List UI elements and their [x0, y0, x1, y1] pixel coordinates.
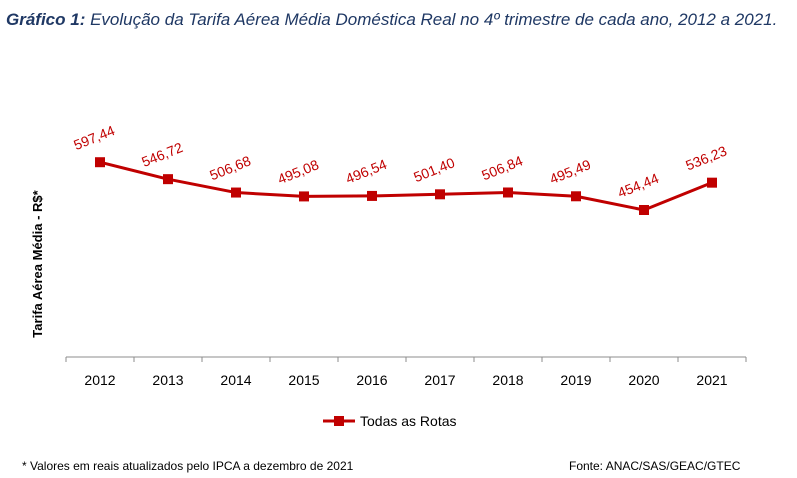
data-label: 506,84	[479, 152, 525, 183]
data-label: 495,49	[547, 156, 593, 187]
data-point	[435, 189, 445, 200]
data-label: 454,44	[615, 170, 661, 201]
data-point	[95, 157, 105, 168]
x-tick-label: 2016	[356, 372, 387, 388]
data-label: 496,54	[343, 156, 389, 187]
source-note: Fonte: ANAC/SAS/GEAC/GTEC	[569, 459, 741, 473]
data-point	[707, 177, 717, 188]
data-point	[571, 191, 581, 202]
x-tick-labels: 2012 2013 2014 2015 2016 2017 2018 2019 2020 2021	[84, 372, 727, 388]
x-tick-label: 2020	[628, 372, 659, 388]
x-tick-label: 2012	[84, 372, 115, 388]
data-label: 501,40	[411, 154, 457, 185]
x-tick-label: 2018	[492, 372, 523, 388]
legend-marker	[334, 416, 344, 426]
x-tick-label: 2019	[560, 372, 591, 388]
chart-caption: Gráfico 1: Evolução da Tarifa Aérea Médi…	[6, 8, 792, 31]
x-tick-label: 2017	[424, 372, 455, 388]
caption-label: Gráfico 1:	[6, 10, 86, 29]
data-label: 506,68	[207, 152, 253, 183]
x-tick-label: 2013	[152, 372, 183, 388]
plot-area: 597,44 546,72 506,68 495,08 496,54 501,40 506,…	[71, 122, 729, 215]
data-label: 597,44	[71, 122, 117, 153]
x-tick-label: 2014	[220, 372, 251, 388]
caption-text: Evolução da Tarifa Aérea Média Doméstica…	[85, 10, 778, 29]
data-point	[367, 190, 377, 201]
x-tick-label: 2021	[696, 372, 727, 388]
data-point	[231, 187, 241, 198]
x-tick-label: 2015	[288, 372, 319, 388]
footnote: * Valores em reais atualizados pelo IPCA…	[22, 459, 354, 473]
data-point	[639, 205, 649, 215]
data-label: 495,08	[275, 156, 321, 187]
data-label: 546,72	[139, 139, 185, 170]
data-point	[299, 191, 309, 202]
y-axis-label: Tarifa Aérea Média - R$*	[30, 189, 45, 337]
data-point	[163, 174, 173, 185]
x-axis	[65, 356, 747, 362]
legend: Todas as Rotas	[323, 413, 457, 429]
data-label: 536,23	[683, 143, 729, 174]
data-point	[503, 187, 513, 198]
legend-label: Todas as Rotas	[360, 413, 457, 429]
series-line	[99, 160, 713, 212]
